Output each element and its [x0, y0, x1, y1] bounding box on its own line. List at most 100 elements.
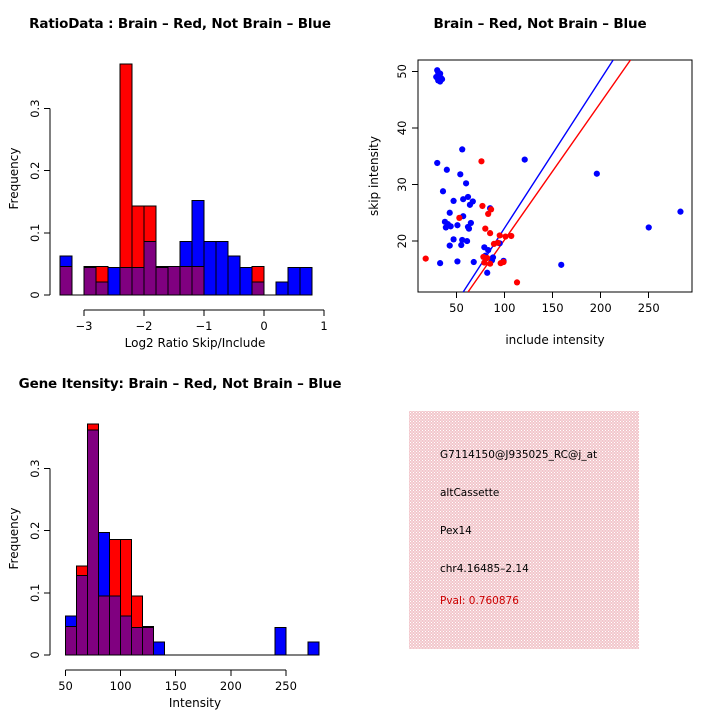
- histogram-bar: [131, 595, 144, 629]
- histogram-bar-overlap: [155, 267, 169, 296]
- scatter-point: [462, 180, 470, 187]
- scatter-point: [442, 224, 449, 231]
- scatter-point: [677, 208, 684, 215]
- scatter-point: [457, 171, 464, 178]
- scatter-point: [434, 159, 441, 167]
- histogram-bar: [153, 641, 166, 656]
- scatter-point: [437, 260, 444, 267]
- scatter-point: [496, 232, 503, 239]
- scatter-inner: [422, 60, 684, 292]
- histogram-bars: [59, 63, 313, 296]
- x-tick-label: 150: [542, 301, 564, 315]
- gene-intensity-title: Gene Itensity: Brain – Red, Not Brain – …: [18, 376, 342, 392]
- x-tick-label: 100: [494, 301, 516, 315]
- histogram-bar-overlap: [191, 265, 205, 296]
- event-type-label: altCassette: [440, 487, 500, 499]
- histogram-bar-overlap: [109, 595, 122, 656]
- y-axis: [44, 108, 51, 296]
- scatter-point: [487, 206, 495, 213]
- panel-intensity-scatter: Brain – Red, Not Brain – Blue 20 30 40 50 50…: [360, 0, 720, 360]
- histogram-bar-overlap: [76, 574, 89, 656]
- scatter-point: [465, 225, 473, 232]
- y-tick-label: 0: [28, 651, 42, 658]
- histogram-bar-overlap: [131, 267, 145, 296]
- scatter-point: [437, 78, 444, 85]
- y-tick-label: 0.1: [28, 224, 42, 242]
- intensity-scatter-plot: 20 30 40 50 50 100 150 200 250 include intensity s…: [367, 59, 693, 347]
- scatter-point: [481, 259, 488, 266]
- scatter-point: [463, 237, 471, 245]
- scatter-point: [502, 233, 509, 240]
- x-axis-title: Log2 Ratio Skip/Include: [125, 336, 266, 350]
- scatter-point: [446, 209, 453, 216]
- histogram-bar: [120, 538, 133, 617]
- scatter-point: [487, 260, 494, 267]
- histogram-bar: [274, 627, 287, 656]
- histogram-bar: [251, 265, 265, 283]
- x-axis: [83, 309, 325, 316]
- histogram-bar: [59, 255, 73, 267]
- x-tick-label: 150: [165, 679, 187, 693]
- histogram-bar: [87, 423, 100, 431]
- histogram-bar: [215, 241, 229, 296]
- x-tick-label: 250: [638, 301, 660, 315]
- ratio-histogram-plot: 0 0.1 0.2 0.3 −3 −2 −1 0 1 Log2 Ratio Skip/Includ…: [7, 63, 328, 350]
- y-tick-label: 0.3: [28, 459, 42, 477]
- scatter-point: [459, 146, 466, 153]
- panel-ratio-histogram: RatioData : Brain – Red, Not Brain – Blu…: [0, 0, 360, 360]
- histogram-bar: [203, 241, 217, 296]
- ratio-histogram-title: RatioData : Brain – Red, Not Brain – Blu…: [29, 16, 331, 32]
- scatter-point: [466, 201, 474, 208]
- histogram-bar: [143, 205, 157, 243]
- scatter-point: [439, 188, 447, 195]
- x-tick-label: −1: [196, 319, 213, 333]
- y-tick-label: 0: [28, 291, 42, 298]
- histogram-bar: [109, 538, 122, 597]
- scatter-point: [460, 196, 467, 203]
- scatter-point: [456, 214, 463, 221]
- scatter-title: Brain – Red, Not Brain – Blue: [433, 16, 647, 32]
- panel-probe-info: G7114150@J935025_RC@j_at altCassette Pex…: [360, 360, 720, 720]
- y-axis: [44, 468, 51, 656]
- histogram-bar: [191, 200, 205, 267]
- scatter-point: [464, 193, 472, 201]
- histogram-bar-overlap: [251, 281, 265, 296]
- histogram-bar-overlap: [142, 627, 155, 656]
- probe-id-label: G7114150@J935025_RC@j_at: [440, 449, 598, 461]
- scatter-point: [450, 197, 457, 204]
- scatter-point: [521, 156, 528, 163]
- scatter-point: [558, 261, 565, 268]
- x-axis-title: include intensity: [505, 333, 604, 347]
- scatter-point: [485, 247, 492, 254]
- histogram-bar: [119, 63, 133, 269]
- histogram-bar-overlap: [87, 429, 100, 656]
- histogram-bar: [107, 267, 121, 296]
- x-tick-label: 50: [449, 301, 464, 315]
- scatter-point: [490, 240, 498, 248]
- gene-symbol-label: Pex14: [440, 525, 472, 537]
- x-tick-label: 0: [260, 319, 267, 333]
- x-axis: [455, 292, 650, 298]
- histogram-bar-overlap: [98, 595, 111, 656]
- x-tick-label: 250: [275, 679, 297, 693]
- scatter-point: [645, 224, 652, 231]
- scatter-point: [479, 202, 486, 210]
- histogram-bar: [275, 281, 289, 296]
- y-tick-label: 40: [395, 121, 409, 136]
- histogram-bar: [76, 565, 89, 576]
- plot-frame: [417, 59, 693, 293]
- x-tick-label: 1: [320, 319, 327, 333]
- y-tick-label: 0.3: [28, 99, 42, 117]
- scatter-point: [446, 242, 453, 249]
- y-tick-label: 30: [395, 177, 409, 192]
- histogram-bar-overlap: [59, 265, 73, 296]
- histogram-bar: [65, 615, 78, 627]
- y-tick-label: 0.1: [28, 584, 42, 602]
- histogram-bar: [95, 265, 109, 283]
- regression-line: [467, 60, 632, 292]
- histogram-bar: [98, 532, 111, 597]
- scatter-point: [459, 236, 466, 244]
- x-tick-label: −3: [76, 319, 93, 333]
- histogram-bar: [307, 641, 320, 656]
